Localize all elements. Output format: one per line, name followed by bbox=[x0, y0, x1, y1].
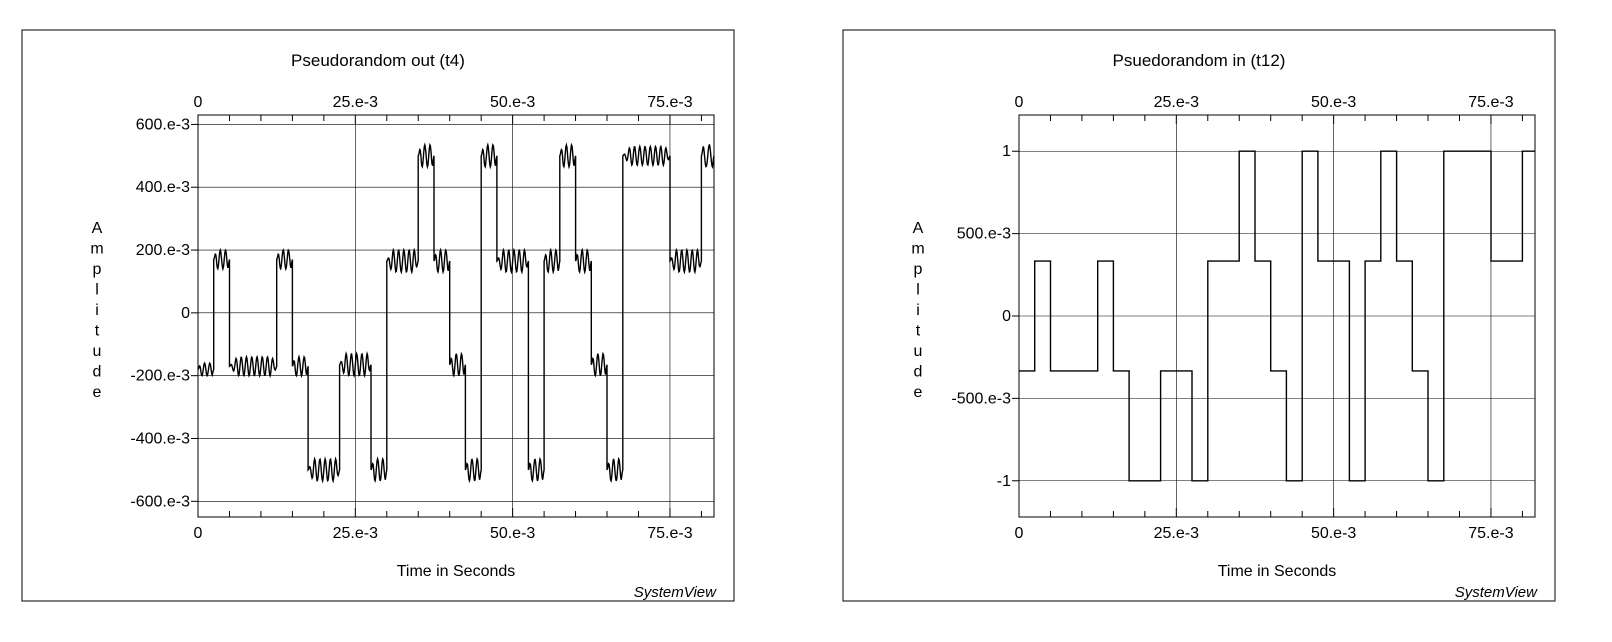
brand-label: SystemView bbox=[634, 584, 717, 601]
x-tick-label-top: 50.e-3 bbox=[490, 94, 535, 111]
y-axis-label-letter: i bbox=[916, 302, 920, 319]
x-tick-label-top: 25.e-3 bbox=[1154, 94, 1199, 111]
signal-trace bbox=[197, 142, 715, 484]
y-axis-label-letter: l bbox=[95, 282, 99, 299]
y-tick-label: 1 bbox=[1002, 143, 1011, 160]
signal-trace bbox=[1019, 150, 1535, 482]
y-axis-label-letter: A bbox=[92, 220, 103, 237]
tick-label-layer: 0 0 25.e-3 25.e-3 50.e-3 50.e-3 75.e-3 75.e-3 1 5… bbox=[951, 94, 1513, 542]
y-axis-label-letter: d bbox=[914, 364, 923, 381]
y-axis-label-letter: p bbox=[914, 261, 923, 278]
brand-label: SystemView bbox=[1455, 584, 1538, 601]
x-tick-label-bottom: 0 bbox=[194, 525, 203, 542]
x-tick-label-bottom: 75.e-3 bbox=[1468, 525, 1513, 542]
chart-pseudorandom-out: Pseudorandom out (t4) 0 0 25.e-3 25.e-3 50.e… bbox=[21, 29, 735, 602]
x-tick-label-top: 0 bbox=[1015, 94, 1024, 111]
x-tick-label-bottom: 75.e-3 bbox=[647, 525, 692, 542]
chart-frame bbox=[21, 29, 735, 602]
chart-psuedorandom-in: Psuedorandom in (t12) 0 0 25.e-3 25.e-3 50.e… bbox=[842, 29, 1556, 602]
plot-area bbox=[197, 114, 715, 518]
y-tick-label: 400.e-3 bbox=[136, 179, 190, 196]
y-tick-label: -200.e-3 bbox=[130, 368, 190, 385]
x-axis-label: Time in Seconds bbox=[397, 563, 516, 580]
x-tick-label-top: 25.e-3 bbox=[333, 94, 378, 111]
y-axis-label-letter: t bbox=[95, 323, 100, 340]
x-tick-label-bottom: 0 bbox=[1015, 525, 1024, 542]
y-axis-label-letter: e bbox=[93, 384, 102, 401]
x-tick-label-top: 50.e-3 bbox=[1311, 94, 1356, 111]
y-tick-label: 500.e-3 bbox=[957, 226, 1011, 243]
x-tick-label-bottom: 25.e-3 bbox=[333, 525, 378, 542]
plot-area bbox=[1018, 114, 1536, 518]
x-tick-label-bottom: 50.e-3 bbox=[1311, 525, 1356, 542]
x-tick-label-bottom: 25.e-3 bbox=[1154, 525, 1199, 542]
y-axis-label-letter: A bbox=[913, 220, 924, 237]
tick-label-layer: 0 0 25.e-3 25.e-3 50.e-3 50.e-3 75.e-3 75.e-3 60… bbox=[130, 94, 692, 542]
chart-title: Pseudorandom out (t4) bbox=[291, 51, 465, 70]
y-axis-label-letter: l bbox=[916, 282, 920, 299]
y-tick-label: 0 bbox=[181, 305, 190, 322]
y-axis-label-letter: t bbox=[916, 323, 921, 340]
y-axis-label-letter: m bbox=[90, 241, 103, 258]
chart-title: Psuedorandom in (t12) bbox=[1113, 51, 1286, 70]
y-axis-label-letter: u bbox=[93, 343, 102, 360]
y-tick-label: 0 bbox=[1002, 308, 1011, 325]
x-axis-label: Time in Seconds bbox=[1218, 563, 1337, 580]
y-axis-label-letter: e bbox=[914, 384, 923, 401]
y-tick-label: -600.e-3 bbox=[130, 493, 190, 510]
y-tick-label: -1 bbox=[997, 473, 1011, 490]
x-tick-label-top: 75.e-3 bbox=[1468, 94, 1513, 111]
y-axis-label-letter: u bbox=[914, 343, 923, 360]
y-tick-label: 200.e-3 bbox=[136, 242, 190, 259]
y-tick-label: 600.e-3 bbox=[136, 116, 190, 133]
chart-frame bbox=[842, 29, 1556, 602]
y-axis-label-letter: d bbox=[93, 364, 102, 381]
x-tick-label-top: 75.e-3 bbox=[647, 94, 692, 111]
y-tick-label: -500.e-3 bbox=[951, 390, 1011, 407]
y-tick-label: -400.e-3 bbox=[130, 430, 190, 447]
tick-layer bbox=[1012, 115, 1523, 517]
x-tick-label-bottom: 50.e-3 bbox=[490, 525, 535, 542]
y-axis-label-letter: m bbox=[911, 241, 924, 258]
y-axis-label-letter: p bbox=[93, 261, 102, 278]
x-tick-label-top: 0 bbox=[194, 94, 203, 111]
y-axis-label-letter: i bbox=[95, 302, 99, 319]
